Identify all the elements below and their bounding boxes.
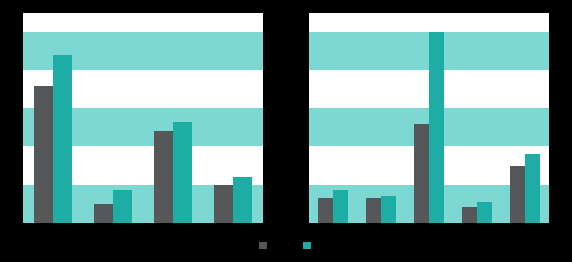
Bar [173, 122, 192, 223]
Bar [23, 13, 263, 32]
Bar [233, 177, 252, 223]
Bar [23, 32, 263, 70]
Bar [525, 154, 541, 223]
Bar [414, 124, 429, 223]
Bar [309, 13, 549, 32]
Bar [94, 204, 113, 223]
Bar [309, 108, 549, 146]
Bar [309, 32, 549, 70]
Bar [462, 208, 477, 223]
Bar [366, 198, 381, 223]
Bar [381, 196, 396, 223]
Bar [333, 190, 348, 223]
Bar [53, 55, 72, 223]
Bar [23, 185, 263, 223]
Bar [309, 70, 549, 108]
Bar [34, 85, 53, 223]
Bar [23, 108, 263, 146]
Bar [23, 70, 263, 108]
Bar [309, 185, 549, 223]
Bar [510, 166, 525, 223]
Bar [429, 32, 444, 223]
Bar [309, 146, 549, 185]
Bar [317, 198, 333, 223]
Bar [477, 202, 492, 223]
Bar [214, 185, 233, 223]
Legend: , : , [255, 237, 317, 254]
Bar [23, 146, 263, 185]
Bar [113, 190, 132, 223]
Bar [154, 131, 173, 223]
